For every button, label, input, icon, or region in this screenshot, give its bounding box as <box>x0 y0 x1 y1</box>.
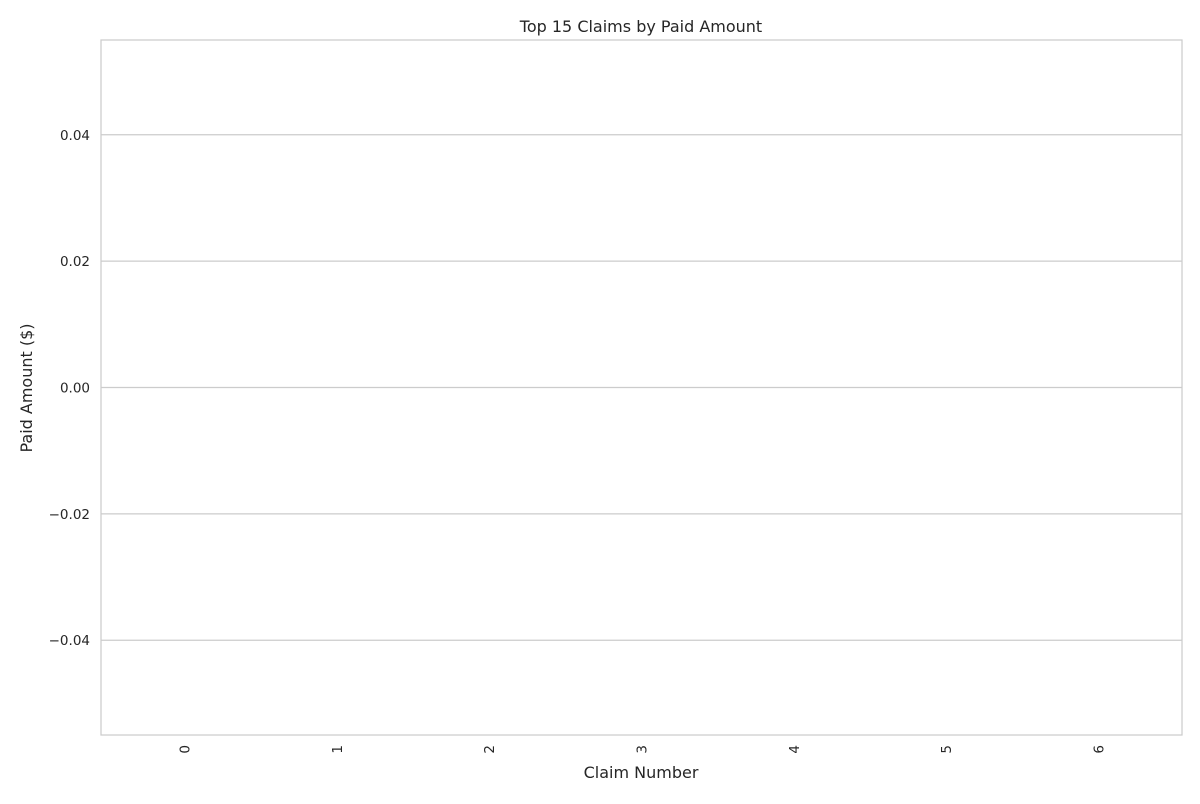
chart-title: Top 15 Claims by Paid Amount <box>519 17 762 36</box>
x-tick-label: 5 <box>939 745 955 754</box>
x-tick-label: 1 <box>330 745 346 754</box>
x-tick-label: 3 <box>635 745 651 754</box>
y-tick-label: −0.04 <box>49 633 90 649</box>
y-tick-label: 0.02 <box>60 254 90 270</box>
x-tick-label: 4 <box>787 745 803 754</box>
x-tick-label: 2 <box>482 745 498 754</box>
x-tick-labels: 0 1 2 3 4 5 6 <box>178 745 1108 754</box>
y-tick-label: 0.04 <box>60 128 90 144</box>
x-tick-label: 0 <box>178 745 194 754</box>
y-tick-labels: −0.04 −0.02 0.00 0.02 0.04 <box>49 128 90 649</box>
x-tick-label: 6 <box>1091 745 1107 754</box>
y-axis-label: Paid Amount ($) <box>17 323 36 452</box>
plot-frame <box>100 39 1183 736</box>
y-tick-label: 0.00 <box>60 381 90 397</box>
y-gridlines <box>101 134 1182 641</box>
x-axis-label: Claim Number <box>584 763 699 782</box>
y-tick-label: −0.02 <box>49 507 90 523</box>
